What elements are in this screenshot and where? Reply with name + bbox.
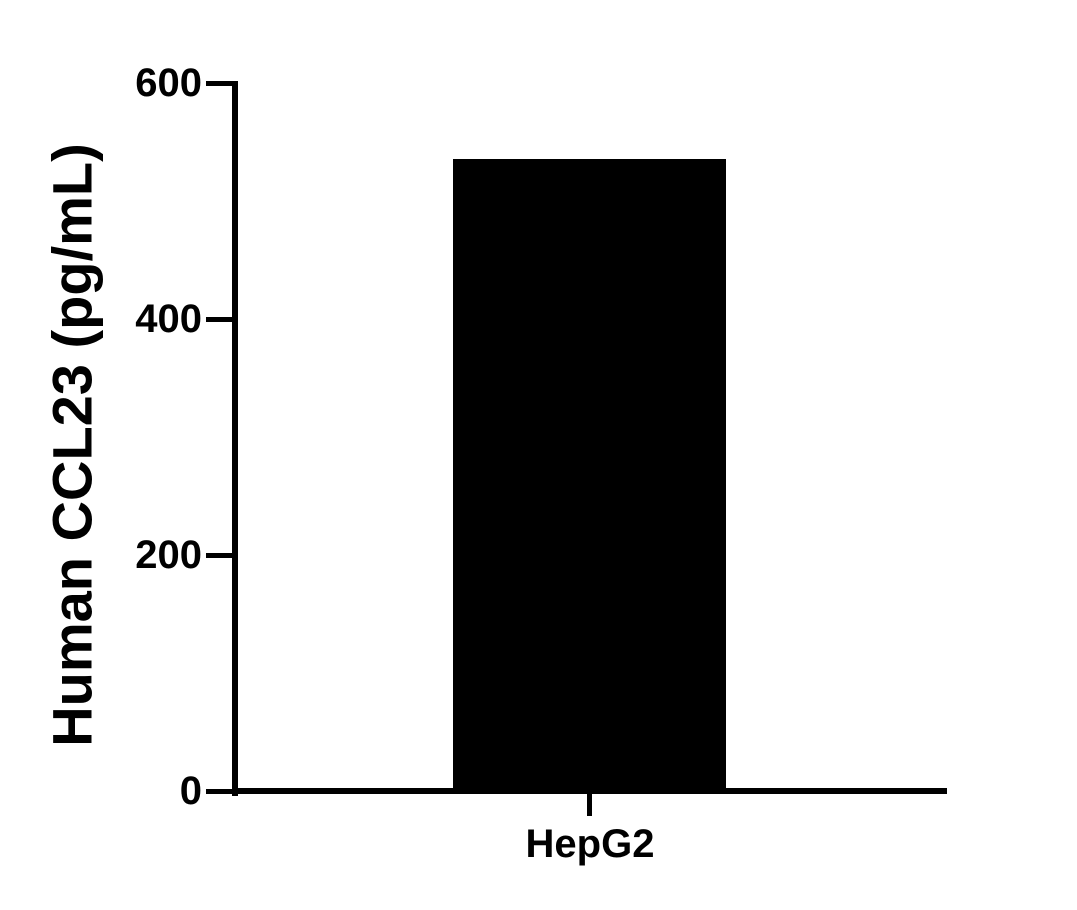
y-axis-title: Human CCL23 (pg/mL)	[40, 143, 104, 747]
y-tick-label: 600	[135, 61, 202, 105]
y-tick-mark	[206, 553, 232, 558]
y-tick-mark	[206, 317, 232, 322]
y-tick-label: 0	[179, 769, 202, 813]
y-tick-mark	[206, 789, 232, 794]
bar-hepg2	[453, 159, 726, 791]
y-axis-spine	[232, 81, 238, 796]
x-tick-label: HepG2	[525, 822, 655, 866]
y-tick-mark	[206, 81, 232, 86]
y-tick-label: 200	[135, 533, 202, 577]
y-tick-label: 400	[135, 297, 202, 341]
x-tick-mark	[587, 794, 592, 816]
x-axis-line	[232, 788, 947, 794]
